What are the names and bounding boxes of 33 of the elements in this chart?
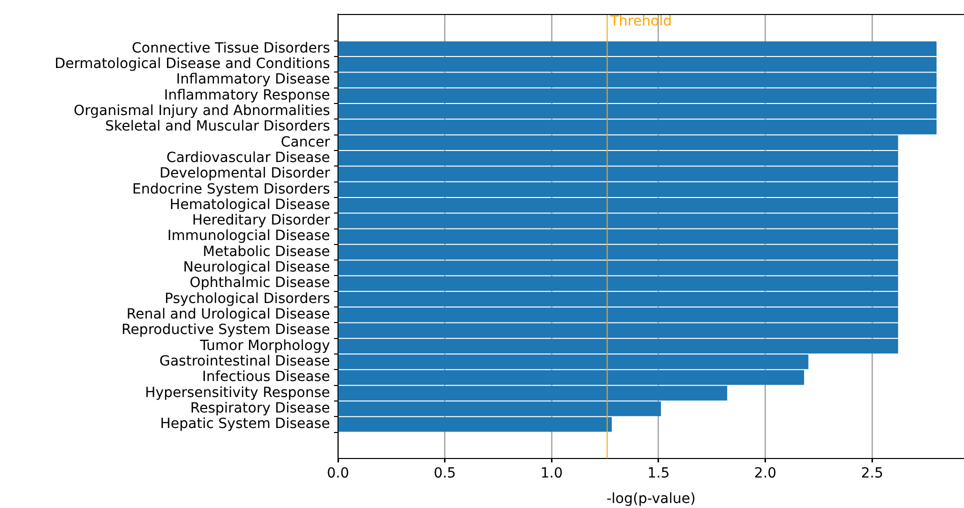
x-tick-label: 1.0 <box>540 465 563 482</box>
y-tick-label: Inflammatory Response <box>164 87 330 104</box>
y-tick-label: Endocrine System Disorders <box>132 181 330 198</box>
y-tick-label: Psychological Disorders <box>164 290 330 307</box>
ref-line-label: Threhold <box>609 14 672 30</box>
y-tick-label: Inflammatory Disease <box>176 72 330 88</box>
y-tick-label: Immunologcial Disease <box>167 228 330 244</box>
y-tick-label: Skeletal and Muscular Disorders <box>105 118 330 135</box>
y-tick-label: Cancer <box>280 134 330 150</box>
y-tick-label: Neurological Disease <box>183 260 330 276</box>
y-tick-label: Cardiovascular Disease <box>166 150 330 166</box>
y-tick-label: Ophthalmic Disease <box>190 275 330 292</box>
y-tick-label: Metabolic Disease <box>202 244 330 260</box>
y-tick-label: Dermatological Disease and Conditions <box>54 56 330 72</box>
x-tick-label: 0.5 <box>434 465 456 482</box>
x-axis-title: -log(p-value) <box>606 491 696 508</box>
y-tick-label: Tumor Morphology <box>198 338 330 354</box>
y-tick-label: Infectious Disease <box>202 369 330 386</box>
y-tick-label: Hematological Disease <box>170 196 330 213</box>
y-tick-label: Respiratory Disease <box>190 400 330 416</box>
y-tick-label: Hepatic System Disease <box>160 416 330 432</box>
y-tick-label: Developmental Disorder <box>160 166 330 182</box>
x-tick-label: 2.5 <box>860 465 884 482</box>
x-tick-label: 0.0 <box>326 465 350 482</box>
y-tick-label: Renal and Urological Disease <box>126 306 330 323</box>
y-tick-label: Organismal Injury and Abnormalities <box>74 102 330 119</box>
y-tick-label: Gastrointestinal Disease <box>159 353 330 370</box>
y-tick-label: Connective Tissue Disorders <box>132 40 330 56</box>
x-tick-label: 2.0 <box>754 465 776 482</box>
y-tick-label: Hypersensitivity Response <box>144 384 330 401</box>
y-tick-label: Reproductive System Disease <box>121 322 330 338</box>
x-tick-label: 1.5 <box>647 465 670 482</box>
y-tick-label: Hereditary Disorder <box>192 212 330 229</box>
